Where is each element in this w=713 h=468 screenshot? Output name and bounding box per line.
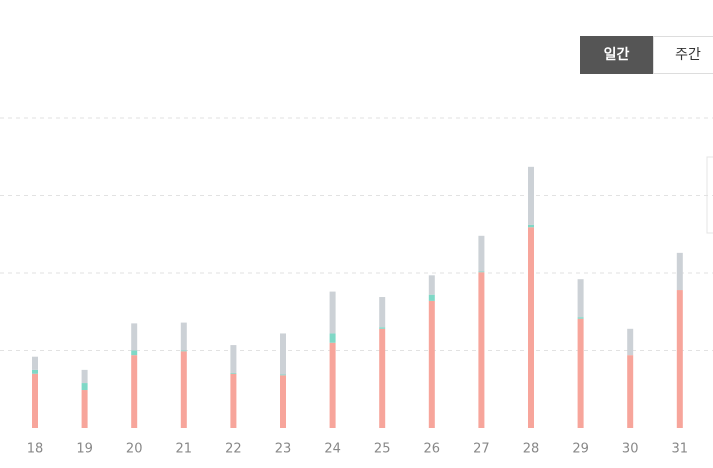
x-tick-label: 24 bbox=[324, 442, 341, 457]
bar-segment bbox=[230, 373, 237, 428]
bar-segment bbox=[131, 350, 138, 356]
bar-segment bbox=[329, 342, 336, 428]
bar-segment bbox=[676, 252, 683, 291]
bar-segment bbox=[81, 369, 88, 384]
bar-segment bbox=[577, 317, 584, 319]
bar-segment bbox=[32, 373, 38, 428]
bar-segment bbox=[528, 166, 534, 225]
x-tick-label: 26 bbox=[424, 442, 441, 457]
bar-segment bbox=[428, 275, 435, 295]
bar-segment bbox=[32, 356, 38, 370]
bar-segment bbox=[577, 318, 584, 428]
bar-segment bbox=[32, 369, 38, 374]
toggle-weekly[interactable]: 주간 bbox=[653, 36, 713, 74]
x-tick-label: 22 bbox=[225, 442, 242, 457]
x-tick-label: 30 bbox=[622, 442, 639, 457]
bar-segment bbox=[180, 351, 187, 428]
bar-segment bbox=[676, 290, 683, 428]
bar-segment bbox=[329, 291, 336, 334]
x-tick-label: 21 bbox=[176, 442, 193, 457]
bar-segment bbox=[627, 328, 634, 356]
x-tick-label: 27 bbox=[473, 442, 490, 457]
bar-segment bbox=[577, 279, 584, 318]
bar-segment bbox=[180, 350, 187, 352]
bar-segment bbox=[478, 235, 485, 272]
x-tick-label: 20 bbox=[126, 442, 143, 457]
bar-segment bbox=[627, 355, 634, 428]
bar-segment bbox=[230, 372, 237, 374]
bar-segment bbox=[428, 300, 435, 428]
x-tick-label: 25 bbox=[374, 442, 391, 457]
bar-segment bbox=[478, 271, 485, 273]
x-tick-label: 19 bbox=[76, 442, 93, 457]
bar-segment bbox=[280, 333, 286, 375]
bar-segment bbox=[81, 390, 88, 428]
bar-segment bbox=[329, 333, 336, 343]
bar-segment bbox=[528, 227, 534, 428]
bar-segment bbox=[230, 345, 237, 373]
x-tick-label: 23 bbox=[275, 442, 292, 457]
bar-segment bbox=[528, 224, 534, 228]
x-tick-label: 29 bbox=[572, 442, 589, 457]
bar-segment bbox=[428, 294, 435, 301]
toggle-daily[interactable]: 일간 bbox=[580, 36, 653, 74]
bar-segment bbox=[478, 272, 485, 428]
bar-segment bbox=[81, 383, 88, 391]
bar-segment bbox=[379, 327, 386, 329]
bar-segment bbox=[131, 323, 138, 351]
bar-segment bbox=[131, 355, 138, 428]
x-tick-label: 28 bbox=[523, 442, 540, 457]
bar-segment bbox=[180, 322, 187, 351]
x-tick-label: 18 bbox=[27, 442, 44, 457]
bar-segment bbox=[379, 297, 386, 328]
x-tick-label: 31 bbox=[672, 442, 689, 457]
bar-segment bbox=[379, 328, 386, 428]
bar-segment bbox=[280, 375, 286, 428]
bar-segment bbox=[280, 374, 286, 376]
